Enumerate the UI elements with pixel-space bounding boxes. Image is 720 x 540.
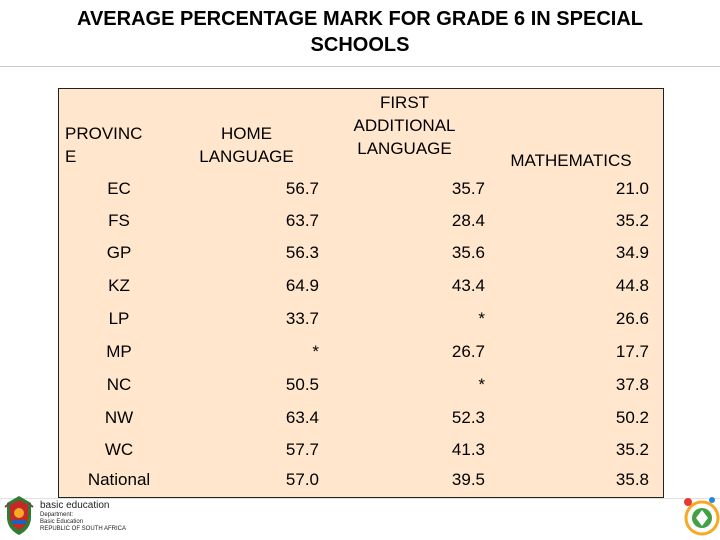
cell-first-additional-language: 35.7: [451, 179, 485, 198]
header-home-line-1: HOME: [221, 124, 272, 143]
cell-mathematics: 26.6: [615, 309, 649, 328]
cell-first-additional-language: 26.7: [451, 342, 485, 361]
cell-mathematics: 21.0: [615, 179, 649, 198]
cell-first-additional-language: 41.3: [451, 440, 485, 459]
cell-province: FS: [108, 211, 130, 230]
cell-province: MP: [106, 342, 132, 361]
cell-first-additional-language: 52.3: [451, 408, 485, 427]
header-first-additional-language: FIRST ADDITIONAL LANGUAGE: [327, 91, 482, 160]
header-fal-line-1: FIRST: [379, 93, 430, 112]
department-logo: [0, 493, 140, 540]
cell-home-language: 56.7: [285, 179, 319, 198]
table-row: WC 57.7 41.3 35.2: [59, 434, 663, 466]
cell-home-language: 50.5: [285, 375, 319, 394]
cell-first-additional-language: 43.4: [451, 276, 485, 295]
cell-mathematics: 35.8: [615, 470, 649, 489]
table-row: GP 56.3 35.6 34.9: [59, 237, 663, 269]
header-province-line-1: PROVINC: [65, 124, 143, 143]
cell-mathematics: 17.7: [615, 342, 649, 361]
coat-of-arms-icon: [4, 496, 34, 535]
cell-first-additional-language: *: [478, 375, 485, 394]
brand-subtitle-country: REPUBLIC OF SOUTH AFRICA: [40, 526, 127, 532]
header-fal-line-2: ADDITIONAL: [353, 116, 456, 135]
cell-province: WC: [104, 440, 134, 459]
title-divider: [0, 66, 720, 67]
cell-first-additional-language: *: [478, 309, 485, 328]
cell-home-language: 57.7: [285, 440, 319, 459]
cell-mathematics: 35.2: [615, 211, 649, 230]
brand-subtitle-department: Department:: [40, 512, 74, 518]
title-line-2: SCHOOLS: [310, 34, 410, 56]
cell-mathematics: 35.2: [615, 440, 649, 459]
cell-mathematics: 34.9: [615, 243, 649, 262]
cell-province: KZ: [108, 276, 130, 295]
cell-first-additional-language: 28.4: [451, 211, 485, 230]
anniversary-emblem-icon: [684, 497, 720, 536]
table-row: MP * 26.7 17.7: [59, 336, 663, 368]
cell-mathematics: 44.8: [615, 276, 649, 295]
header-mathematics: MATHEMATICS: [510, 151, 632, 170]
cell-province: GP: [106, 243, 132, 262]
table-row-national: National 57.0 39.5 35.8: [59, 464, 663, 496]
title-line-1: AVERAGE PERCENTAGE MARK FOR GRADE 6 IN S…: [77, 8, 643, 30]
cell-first-additional-language: 39.5: [451, 470, 485, 489]
cell-home-language: 33.7: [285, 309, 319, 328]
page-title: AVERAGE PERCENTAGE MARK FOR GRADE 6 IN S…: [0, 6, 720, 58]
cell-first-additional-language: 35.6: [451, 243, 485, 262]
header-home-language: HOME LANGUAGE: [179, 122, 314, 168]
header-home-line-2: LANGUAGE: [199, 147, 294, 166]
footer-divider: [0, 498, 720, 499]
cell-home-language: 57.0: [285, 470, 319, 489]
cell-mathematics: 50.2: [615, 408, 649, 427]
table-row: LP 33.7 * 26.6: [59, 303, 663, 335]
cell-mathematics: 37.8: [615, 375, 649, 394]
cell-province: LP: [108, 309, 130, 328]
brand-name: basic education: [40, 500, 110, 511]
table-row: KZ 64.9 43.4 44.8: [59, 270, 663, 302]
results-table: PROVINC E HOME LANGUAGE FIRST ADDITIONAL…: [58, 88, 664, 498]
cell-home-language: 63.4: [285, 408, 319, 427]
cell-province: National: [87, 470, 151, 489]
cell-home-language: 63.7: [285, 211, 319, 230]
cell-province: EC: [107, 179, 131, 198]
cell-home-language: 64.9: [285, 276, 319, 295]
cell-province: NW: [104, 408, 134, 427]
header-fal-line-3: LANGUAGE: [357, 139, 452, 158]
cell-home-language: *: [312, 342, 319, 361]
table-row: NW 63.4 52.3 50.2: [59, 402, 663, 434]
header-province-line-2: E: [65, 147, 77, 166]
cell-province: NC: [106, 375, 132, 394]
cell-home-language: 56.3: [285, 243, 319, 262]
table-row: NC 50.5 * 37.8: [59, 369, 663, 401]
brand-subtitle-basic-education: Basic Education: [40, 519, 84, 525]
header-province: PROVINC E: [65, 122, 165, 168]
table-row: EC 56.7 35.7 21.0: [59, 173, 663, 205]
table-row: FS 63.7 28.4 35.2: [59, 205, 663, 237]
